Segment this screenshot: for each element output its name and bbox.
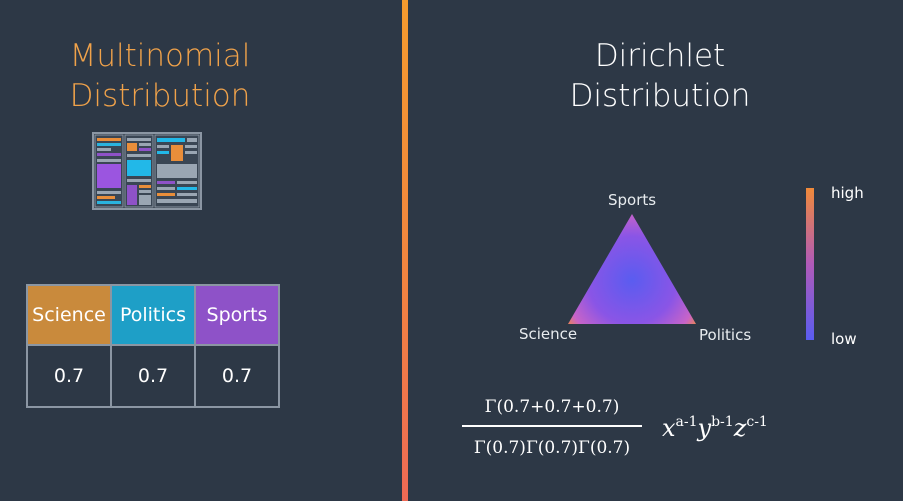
section-divider — [402, 0, 408, 501]
value-sports: 0.7 — [194, 344, 280, 408]
header-politics: Politics — [110, 284, 196, 346]
var-y: y — [697, 414, 712, 442]
formula-denominator: Γ(0.7)Γ(0.7)Γ(0.7) — [473, 437, 631, 458]
density-colorbar — [806, 188, 814, 340]
multinomial-title-line1: Multinomial — [69, 38, 251, 74]
exp-y: b-1 — [711, 414, 734, 430]
var-x: x — [662, 414, 676, 442]
table-row: 0.7 0.7 0.7 — [26, 344, 280, 408]
multinomial-title: Multinomial Distribution — [40, 36, 280, 116]
header-sports: Sports — [194, 284, 280, 346]
density-expression: xa-1yb-1zc-1 — [662, 414, 768, 442]
fraction-line — [462, 425, 642, 427]
vertex-label-science: Science — [519, 325, 578, 343]
exp-z: c-1 — [746, 414, 768, 430]
vertex-label-politics: Politics — [699, 326, 752, 344]
normalizing-fraction: Γ(0.7+0.7+0.7) Γ(0.7)Γ(0.7)Γ(0.7) — [462, 394, 642, 461]
header-science: Science — [26, 284, 112, 346]
table-header-row: Science Politics Sports — [26, 284, 280, 346]
value-science: 0.7 — [26, 344, 112, 408]
dirichlet-simplex — [568, 214, 696, 324]
exp-x: a-1 — [675, 414, 698, 430]
var-z: z — [733, 414, 747, 442]
formula-numerator: Γ(0.7+0.7+0.7) — [484, 397, 620, 417]
vertex-label-sports: Sports — [608, 191, 657, 209]
value-politics: 0.7 — [110, 344, 196, 408]
dirichlet-title-line1: Dirichlet — [594, 38, 726, 74]
probability-table: Science Politics Sports 0.7 0.7 0.7 — [26, 284, 280, 408]
documents-icon — [92, 132, 202, 210]
simplex-triangle — [568, 214, 696, 324]
dirichlet-title: Dirichlet Distribution — [540, 36, 780, 116]
colorbar-low-label: low — [831, 330, 857, 348]
colorbar-high-label: high — [831, 184, 864, 202]
dirichlet-title-line2: Distribution — [569, 78, 751, 114]
multinomial-title-line2: Distribution — [69, 78, 251, 114]
